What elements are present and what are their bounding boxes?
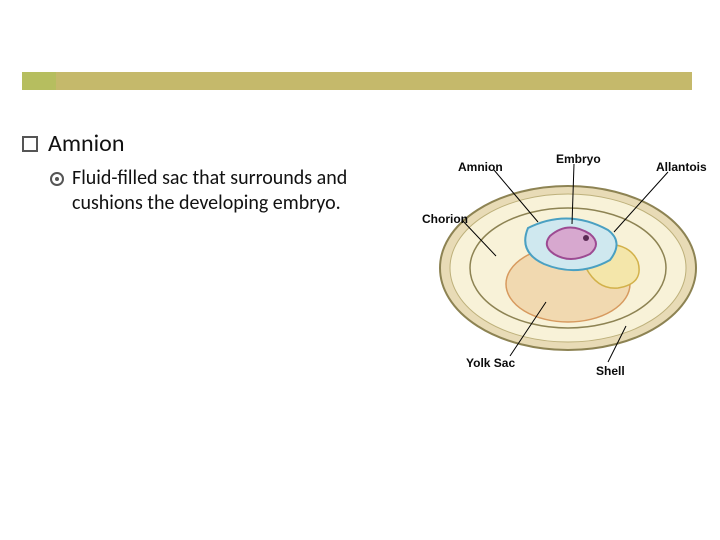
label-chorion: Chorion xyxy=(422,212,468,226)
egg-svg xyxy=(418,150,712,380)
bullet-l2-text: Fluid-filled sac that surrounds and cush… xyxy=(72,166,392,216)
text-content: Amnion Fluid-filled sac that surrounds a… xyxy=(22,130,412,216)
target-bullet-icon xyxy=(50,172,64,186)
label-embryo: Embryo xyxy=(556,152,601,166)
egg-diagram: Amnion Embryo Allantois Chorion Yolk Sac… xyxy=(418,150,712,380)
title-bar xyxy=(22,72,692,90)
embryo-shape xyxy=(547,227,596,259)
title-bar-accent xyxy=(22,72,56,90)
label-shell: Shell xyxy=(596,364,625,378)
square-bullet-icon xyxy=(22,136,38,152)
label-yolk-sac: Yolk Sac xyxy=(466,356,515,370)
slide: Amnion Fluid-filled sac that surrounds a… xyxy=(0,0,720,540)
bullet-level-1: Amnion xyxy=(22,130,412,158)
label-allantois: Allantois xyxy=(656,160,707,174)
bullet-level-2: Fluid-filled sac that surrounds and cush… xyxy=(50,166,412,216)
bullet-l1-text: Amnion xyxy=(48,130,124,158)
label-amnion: Amnion xyxy=(458,160,503,174)
embryo-eye xyxy=(583,235,589,241)
